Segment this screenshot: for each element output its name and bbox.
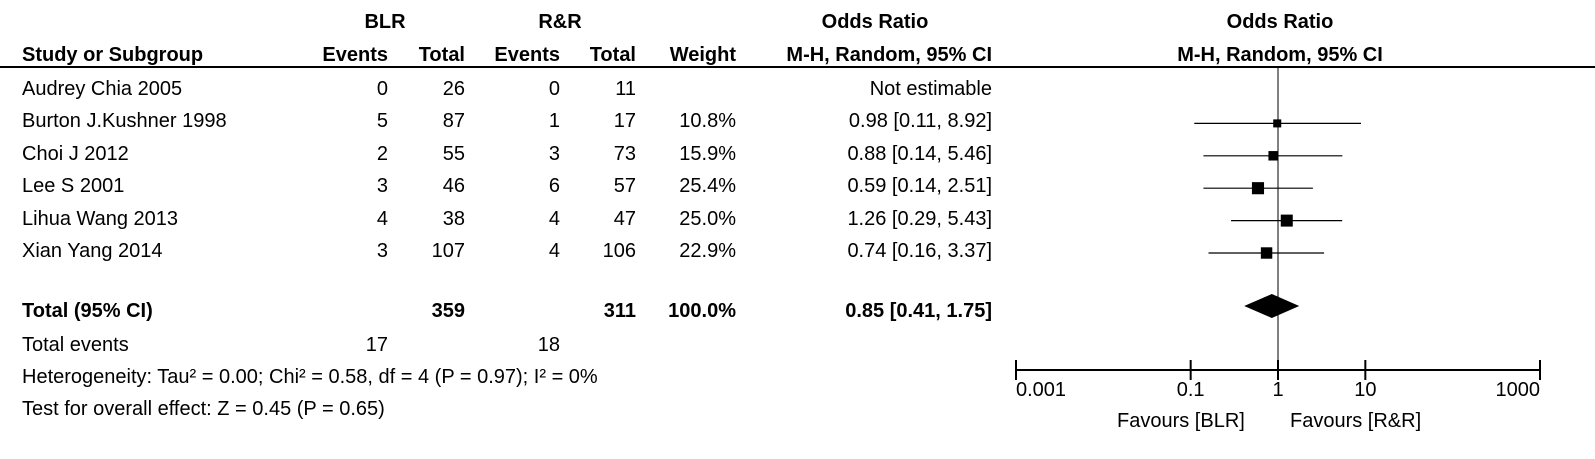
events-blr: 0	[376, 78, 388, 100]
x-tick-label: 0.1	[1176, 379, 1205, 401]
or-ci: 0.59 [0.14, 2.51]	[847, 175, 992, 198]
total-rr: 11	[615, 78, 636, 100]
total-blr: 107	[431, 240, 465, 262]
pooled-diamond	[1244, 294, 1300, 318]
events-blr: 5	[376, 110, 388, 133]
x-tick-label: 1000	[1495, 379, 1541, 401]
header-divider	[0, 66, 1595, 68]
weight: 25.4%	[679, 175, 736, 198]
total1-header: Total	[418, 44, 465, 66]
heterogeneity-text: Heterogeneity: Tau² = 0.00; Chi² = 0.58,…	[22, 366, 598, 388]
events-rr: 0	[548, 78, 560, 100]
study-name: Choi J 2012	[22, 142, 129, 165]
events-blr: 2	[376, 142, 388, 165]
point-estimate-square	[1268, 151, 1278, 161]
events-blr: 3	[376, 240, 388, 262]
study-column-header: Study or Subgroup	[22, 44, 204, 66]
total-ci: 0.85 [0.41, 1.75]	[845, 300, 992, 322]
events1-header: Events	[322, 44, 388, 66]
or-ci: 1.26 [0.29, 5.43]	[847, 207, 992, 230]
total-rr: 17	[613, 110, 636, 133]
total-n2: 311	[603, 300, 636, 322]
events-rr: 4	[548, 240, 560, 262]
events-blr: 3	[376, 175, 388, 198]
group2-header: R&R	[538, 11, 582, 33]
plot-method: M-H, Random, 95% CI	[1177, 44, 1383, 66]
x-tick-label: 0.001	[1016, 379, 1067, 401]
favours-right-label: Favours [R&R]	[1290, 410, 1422, 432]
or-ci: 0.74 [0.16, 3.37]	[847, 240, 992, 262]
favours-left-label: Favours [BLR]	[1117, 410, 1245, 432]
events-rr: 4	[548, 207, 560, 230]
total-weight: 100.0%	[668, 300, 736, 322]
x-tick-label: 1	[1272, 379, 1284, 401]
total-rr: 57	[613, 175, 636, 198]
total-rr: 73	[613, 142, 636, 165]
point-estimate-square	[1260, 247, 1273, 259]
or-title: Odds Ratio	[821, 11, 929, 33]
point-estimate-square	[1273, 119, 1282, 128]
total-n1: 359	[431, 300, 465, 322]
total-events-2: 18	[537, 334, 560, 356]
total-rr: 106	[602, 240, 636, 262]
total-blr: 87	[442, 110, 465, 133]
total-blr: 38	[442, 207, 465, 230]
total-blr: 26	[442, 78, 465, 100]
events-blr: 4	[376, 207, 388, 230]
plot-title: Odds Ratio	[1226, 11, 1334, 33]
study-name: Lee S 2001	[22, 175, 125, 198]
or-ci: Not estimable	[869, 78, 992, 100]
total2-header: Total	[589, 44, 636, 66]
weight: 25.0%	[679, 207, 736, 230]
events-rr: 1	[548, 110, 560, 133]
or-ci: 0.98 [0.11, 8.92]	[848, 110, 992, 133]
study-name: Lihua Wang 2013	[22, 207, 179, 230]
events-rr: 3	[548, 142, 560, 165]
total-label: Total (95% CI)	[22, 300, 153, 322]
point-estimate-square	[1280, 214, 1293, 227]
total-rr: 47	[613, 207, 636, 230]
total-events-label: Total events	[22, 334, 129, 356]
weight: 22.9%	[679, 240, 736, 262]
or-method: M-H, Random, 95% CI	[786, 44, 992, 66]
weight-header: Weight	[669, 44, 736, 66]
weight: 10.8%	[679, 110, 736, 133]
total-events-1: 17	[365, 334, 388, 356]
total-blr: 46	[442, 175, 465, 198]
study-name: Audrey Chia 2005	[22, 78, 183, 100]
weight: 15.9%	[679, 142, 736, 165]
point-estimate-square	[1251, 182, 1265, 195]
total-blr: 55	[442, 142, 465, 165]
or-ci: 0.88 [0.14, 5.46]	[847, 142, 992, 165]
overall-effect-text: Test for overall effect: Z = 0.45 (P = 0…	[22, 398, 385, 420]
events-rr: 6	[548, 175, 560, 198]
events2-header: Events	[494, 44, 560, 66]
study-name: Xian Yang 2014	[22, 240, 163, 262]
group1-header: BLR	[364, 11, 406, 33]
study-name: Burton J.Kushner 1998	[22, 110, 227, 133]
x-tick-label: 10	[1354, 379, 1377, 401]
